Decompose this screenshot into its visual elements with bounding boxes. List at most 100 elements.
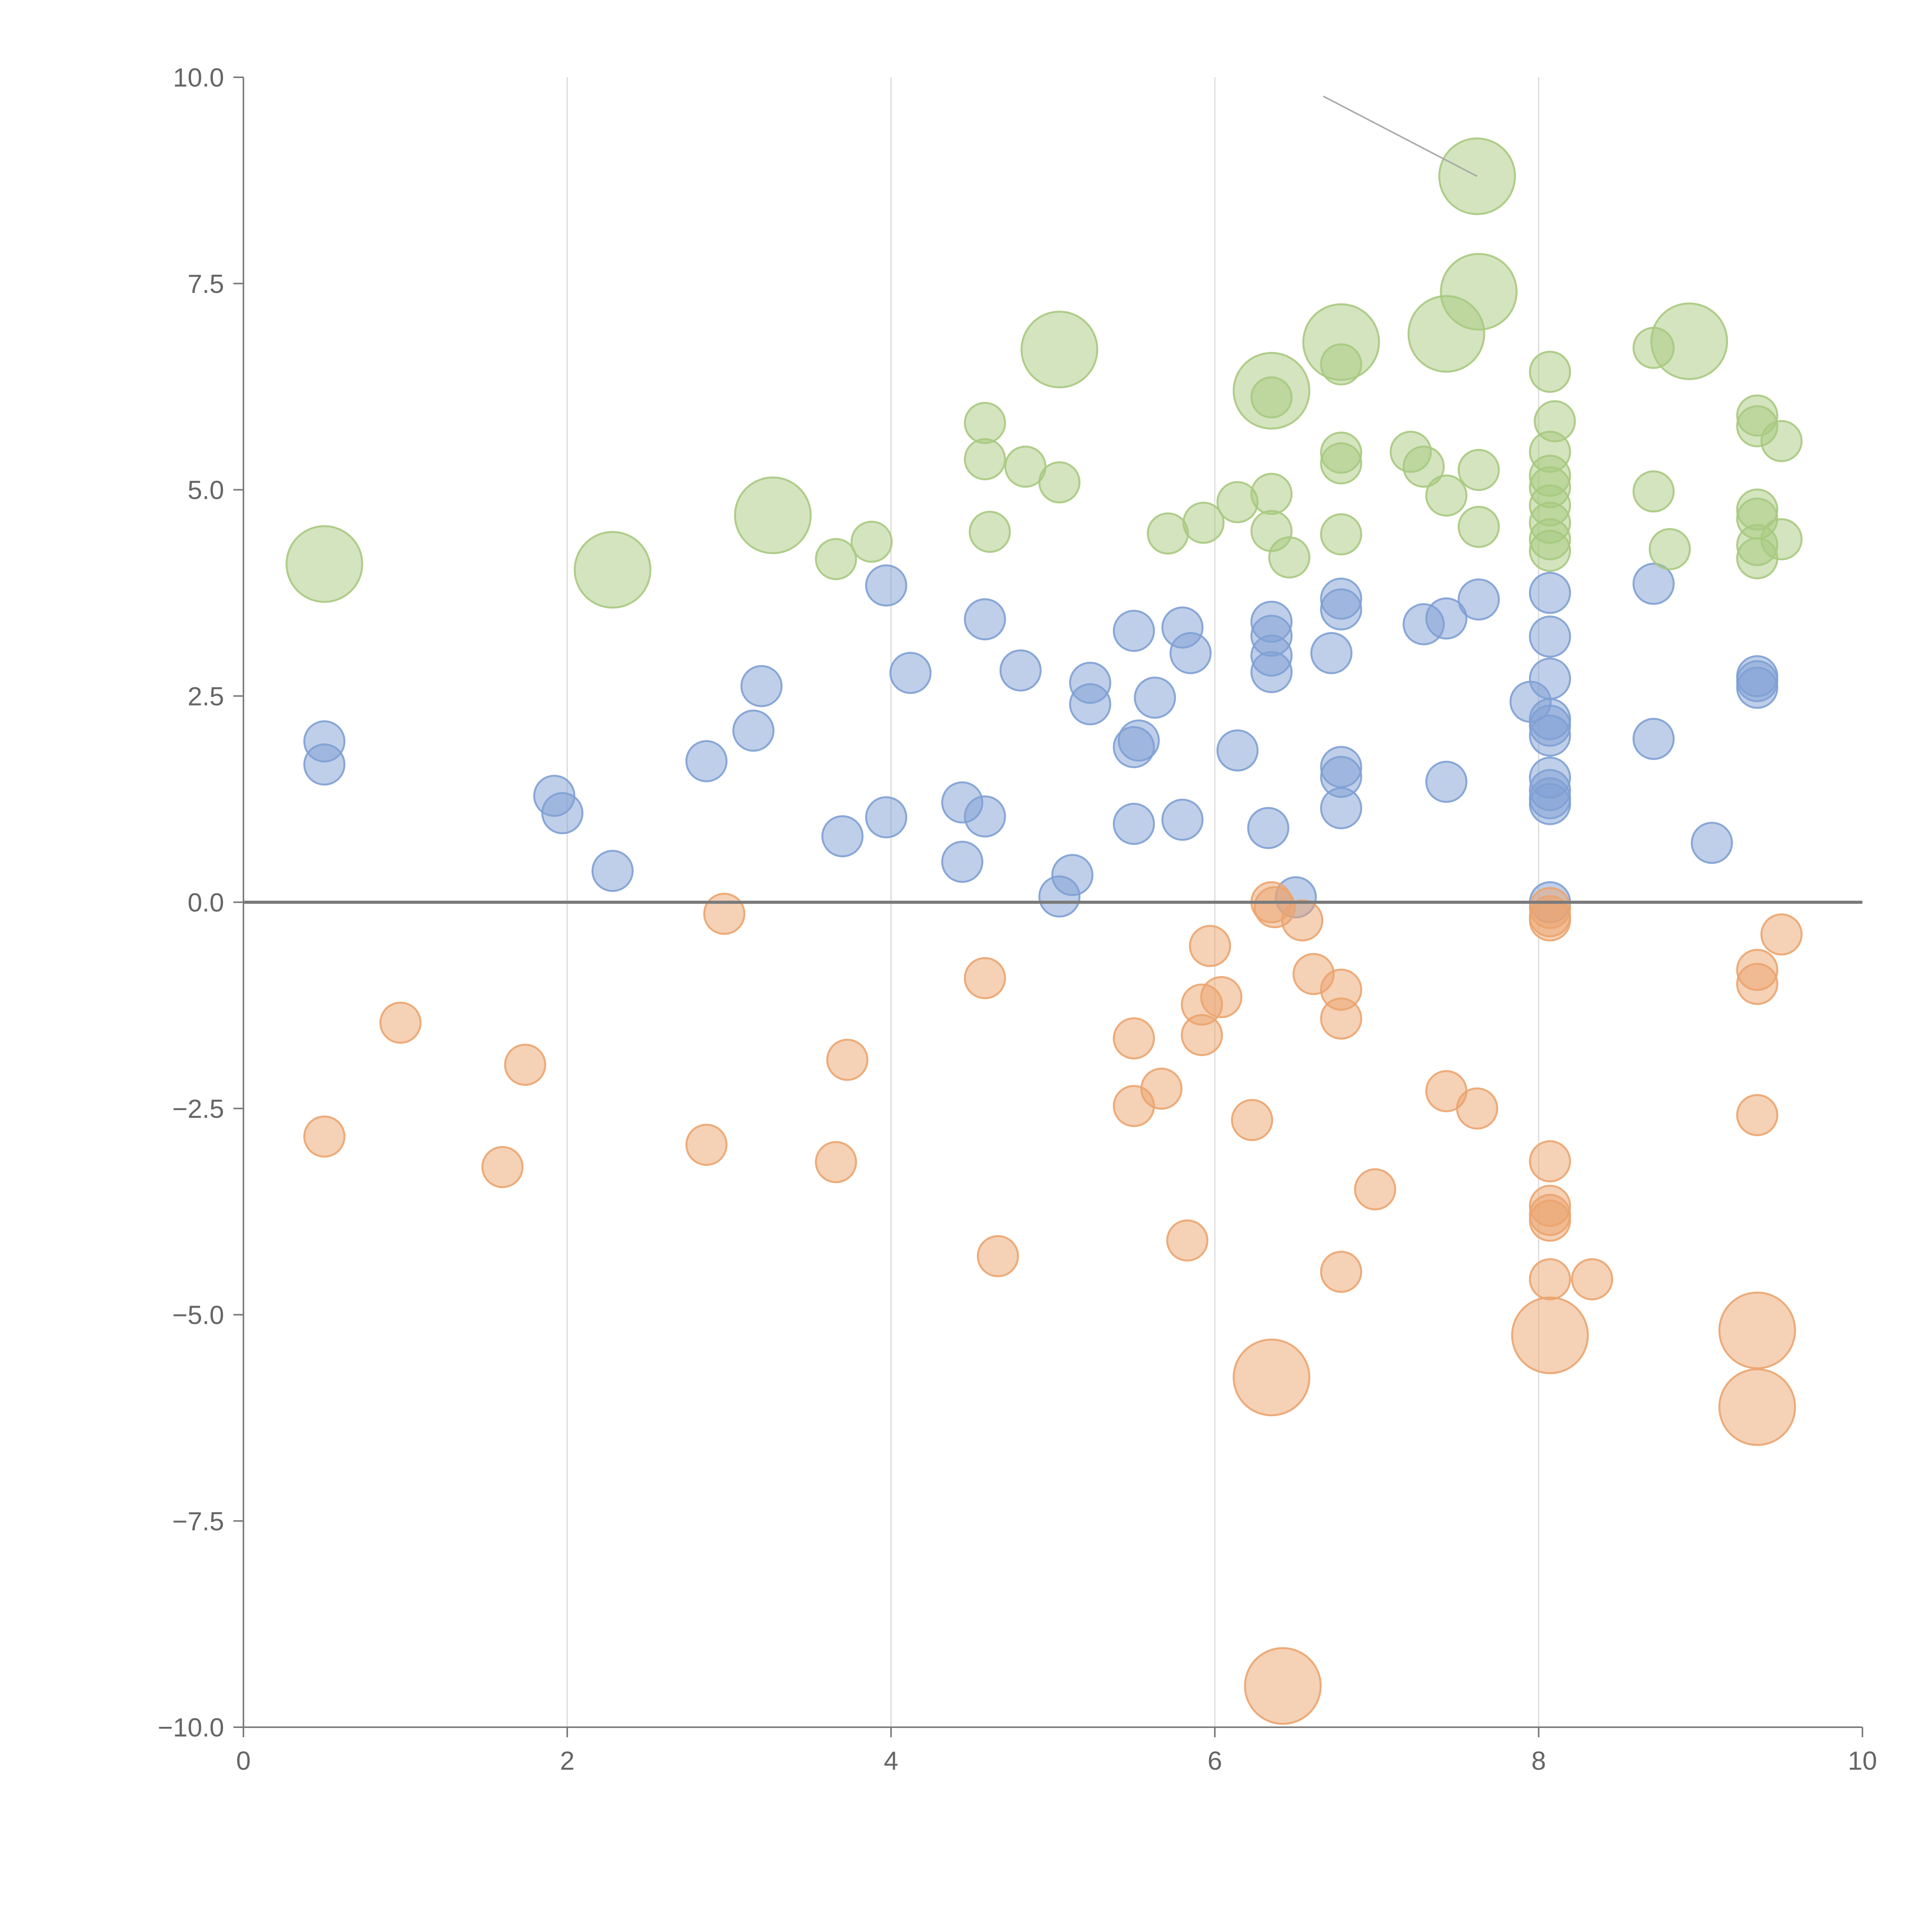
- data-point-s2-27: [1320, 1250, 1362, 1293]
- data-point-s0-25: [1134, 677, 1176, 719]
- data-point-s1-11: [1146, 512, 1189, 555]
- data-point-s1-15: [1250, 376, 1293, 418]
- y-tick-label-8: −10.0: [158, 1713, 224, 1742]
- data-point-s1-4: [850, 520, 893, 563]
- data-point-s2-43: [1736, 1094, 1779, 1136]
- data-point-s1-27: [1425, 474, 1468, 517]
- data-point-s2-30: [1456, 1087, 1498, 1130]
- data-point-s1-6: [964, 438, 1006, 481]
- data-point-s1-1: [573, 531, 651, 609]
- data-point-s2-39: [1511, 1296, 1589, 1374]
- data-point-s0-11: [889, 651, 932, 694]
- data-point-s0-7: [740, 665, 783, 707]
- data-point-s0-20: [1069, 683, 1111, 726]
- data-point-s0-44: [1425, 760, 1468, 803]
- data-point-s1-40: [1534, 400, 1576, 442]
- x-tick-label-4: 8: [1531, 1746, 1546, 1776]
- data-point-s2-40: [1571, 1258, 1613, 1301]
- data-point-s0-24: [1117, 719, 1160, 762]
- y-tick-label-5: −2.5: [172, 1094, 224, 1124]
- y-tick-label-6: −5.0: [172, 1301, 224, 1330]
- callout-line: [1323, 95, 1478, 177]
- data-point-s1-23: [1320, 513, 1362, 556]
- data-point-s0-63: [1736, 667, 1779, 709]
- data-point-s1-39: [1529, 529, 1571, 572]
- data-point-s2-22: [1244, 1647, 1322, 1725]
- data-point-s0-21: [1113, 610, 1155, 652]
- data-point-s1-44: [1650, 302, 1728, 380]
- data-point-s1-16: [1250, 473, 1293, 515]
- data-point-s2-45: [1718, 1368, 1796, 1446]
- data-point-s0-23: [1113, 803, 1155, 845]
- data-point-s1-30: [1458, 449, 1500, 491]
- data-point-s0-41: [1320, 787, 1362, 830]
- data-point-s0-5: [685, 740, 728, 782]
- data-point-s1-32: [1529, 350, 1571, 393]
- data-point-s0-56: [1529, 783, 1571, 825]
- data-point-s0-59: [1632, 718, 1675, 760]
- data-point-s0-58: [1632, 563, 1675, 605]
- data-point-s0-43: [1425, 597, 1468, 640]
- data-point-s1-9: [1020, 311, 1099, 389]
- points-layer: [286, 137, 1803, 1725]
- data-point-s0-30: [1247, 807, 1289, 849]
- y-tick-label-0: 10.0: [173, 63, 224, 92]
- data-point-s0-49: [1529, 657, 1571, 700]
- data-point-s1-3: [815, 538, 857, 580]
- data-point-s1-10: [1038, 461, 1081, 503]
- data-point-s2-5: [703, 893, 745, 935]
- data-point-s0-14: [964, 598, 1006, 641]
- data-point-s2-2: [481, 1146, 524, 1188]
- data-point-s1-42: [1632, 470, 1675, 513]
- data-point-s0-3: [541, 792, 583, 834]
- data-point-s2-34: [1529, 1140, 1571, 1182]
- data-point-s0-10: [865, 796, 907, 838]
- data-point-s1-5: [964, 402, 1006, 444]
- data-point-s2-10: [1113, 1017, 1155, 1060]
- data-point-s2-4: [685, 1124, 728, 1166]
- data-point-s1-29: [1440, 253, 1518, 331]
- data-point-s2-26: [1320, 997, 1362, 1040]
- data-point-s2-38: [1529, 1258, 1571, 1301]
- data-point-s1-12: [1182, 502, 1225, 544]
- data-point-s0-6: [732, 709, 775, 752]
- data-point-s2-33: [1529, 899, 1571, 942]
- data-point-s0-15: [964, 795, 1006, 838]
- y-tick-label-7: −7.5: [172, 1507, 224, 1536]
- data-point-s2-28: [1354, 1168, 1396, 1211]
- data-point-s0-34: [1250, 651, 1293, 693]
- data-point-s0-18: [1051, 854, 1094, 896]
- data-point-s0-16: [999, 649, 1042, 692]
- data-point-s0-27: [1161, 799, 1204, 841]
- data-point-s2-19: [1233, 1338, 1311, 1417]
- x-tick-label-3: 6: [1208, 1746, 1222, 1776]
- data-point-s2-12: [1140, 1068, 1183, 1110]
- data-point-s0-45: [1458, 578, 1500, 621]
- data-point-s2-18: [1231, 1099, 1273, 1141]
- data-point-s2-6: [815, 1141, 857, 1184]
- data-point-s1-7: [969, 510, 1011, 553]
- data-point-s2-0: [303, 1115, 345, 1158]
- data-point-s2-17: [1200, 976, 1243, 1019]
- data-point-s2-1: [379, 1002, 422, 1044]
- data-point-s1-31: [1458, 506, 1500, 548]
- data-point-s0-28: [1169, 632, 1212, 674]
- y-tick-label-3: 2.5: [187, 682, 224, 711]
- data-point-s0-4: [591, 850, 634, 892]
- data-point-s1-2: [734, 476, 812, 554]
- x-tick-label-0: 0: [236, 1746, 251, 1776]
- x-tick-label-5: 10: [1848, 1746, 1877, 1776]
- x-tick-label-2: 4: [884, 1746, 898, 1776]
- data-point-s1-52: [1760, 518, 1803, 561]
- data-point-s0-13: [941, 840, 983, 883]
- y-tick-label-4: 0.0: [187, 888, 224, 917]
- data-point-s0-60: [1690, 821, 1733, 864]
- data-point-s2-42: [1736, 963, 1779, 1005]
- data-point-s1-0: [286, 525, 363, 603]
- data-point-s1-20: [1320, 343, 1362, 386]
- data-point-s0-36: [1310, 632, 1353, 674]
- data-point-s0-52: [1529, 714, 1571, 757]
- data-point-s2-16: [1189, 925, 1231, 967]
- data-point-s1-51: [1760, 420, 1803, 463]
